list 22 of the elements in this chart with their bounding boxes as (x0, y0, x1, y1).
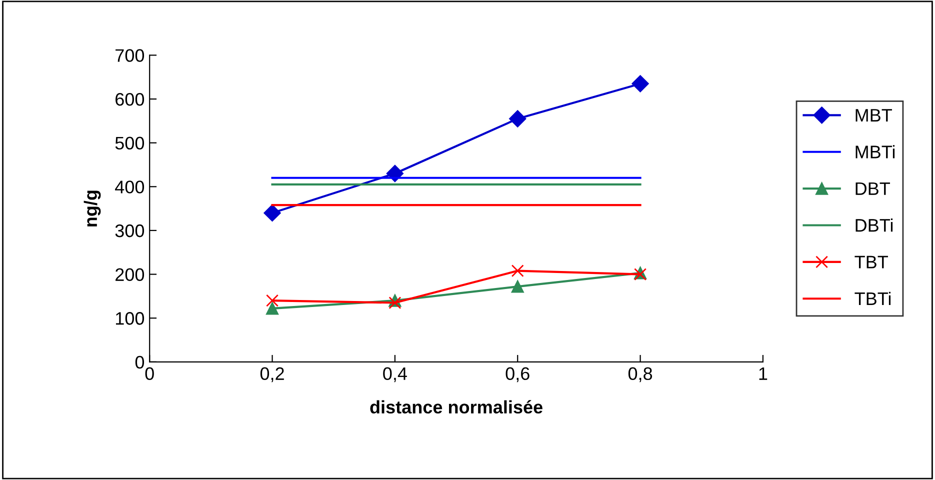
x-axis-title: distance normalisée (370, 400, 542, 414)
y-axis-title: ng/g (84, 190, 101, 226)
y-tick-label: 500 (115, 136, 144, 150)
y-tick-label: 400 (115, 180, 144, 194)
x-tick-label: 0,4 (383, 367, 407, 382)
y-tick-label: 100 (116, 312, 144, 325)
x-tick-label: 1 (759, 367, 768, 380)
legend-label: TBT (854, 256, 888, 268)
legend-label: TBTi (854, 292, 891, 305)
y-tick-label: 300 (115, 224, 144, 238)
x-tick-label: 0,2 (260, 367, 284, 382)
legend-label: DBT (856, 182, 890, 195)
x-tick-label: 0,6 (506, 367, 530, 382)
y-tick-label: 200 (116, 268, 144, 282)
y-tick-label: 0 (135, 356, 144, 369)
y-tick-label: 700 (116, 49, 144, 62)
legend-label: MBT (856, 109, 892, 122)
legend-label: DBTi (856, 218, 893, 232)
legend-label: MBTi (856, 145, 895, 158)
x-tick-label: 0,8 (628, 367, 652, 382)
y-tick-label: 600 (116, 92, 144, 106)
x-tick-label: 0 (145, 367, 154, 380)
